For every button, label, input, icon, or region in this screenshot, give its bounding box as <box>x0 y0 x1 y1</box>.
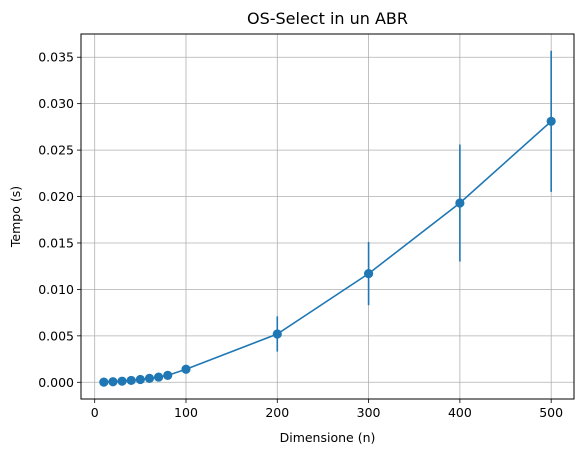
x-tick-label: 100 <box>174 405 198 420</box>
x-tick-label: 200 <box>265 405 289 420</box>
data-point <box>126 375 136 386</box>
y-tick-label: 0.035 <box>38 50 74 65</box>
y-tick-label: 0.025 <box>38 143 74 158</box>
data-points <box>99 116 556 387</box>
y-tick-label: 0.010 <box>38 282 74 297</box>
data-point <box>135 374 145 385</box>
y-tick-label: 0.000 <box>38 375 74 390</box>
y-axis-label: Tempo (s) <box>8 186 23 248</box>
data-point <box>163 370 173 381</box>
x-tick-label: 500 <box>539 405 563 420</box>
data-point <box>108 377 118 387</box>
plot-frame <box>80 33 575 400</box>
data-point <box>455 198 465 208</box>
data-point <box>272 329 282 339</box>
ticks: 0 100 200 300 400 500 0.000 0.005 0.010 0.015 0.02… <box>38 50 563 420</box>
series-line <box>103 120 552 383</box>
series-lines <box>103 120 552 383</box>
y-tick-label: 0.020 <box>38 189 74 204</box>
y-tick-label: 0.015 <box>38 235 74 250</box>
x-tick-label: 300 <box>357 405 381 420</box>
data-point <box>363 269 374 279</box>
x-tick-label: 0 <box>91 405 99 420</box>
data-point <box>144 373 155 383</box>
data-point <box>154 372 164 382</box>
grid <box>81 34 574 399</box>
data-point <box>181 364 191 374</box>
x-tick-label: 400 <box>448 405 472 420</box>
error-bars <box>103 50 552 383</box>
y-tick-label: 0.030 <box>38 96 74 111</box>
data-point <box>99 377 109 387</box>
data-point <box>546 116 556 126</box>
x-axis-label: Dimensione (n) <box>280 430 376 445</box>
chart-title: OS-Select in un ABR <box>247 9 408 28</box>
data-point <box>117 376 127 386</box>
y-tick-label: 0.005 <box>38 328 74 343</box>
